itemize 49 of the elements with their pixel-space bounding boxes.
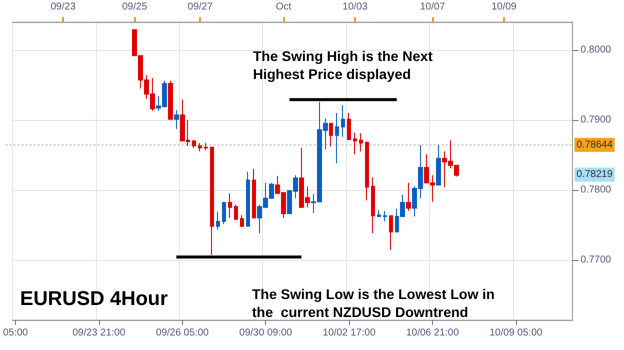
annotation: The Swing High is the Next Highest Price displayed [253,48,434,82]
candlestick [174,110,179,130]
candlestick [234,204,238,220]
candlestick [240,214,244,228]
candlestick [329,122,333,148]
candlestick [246,171,250,227]
x-tick-label: 09/30 09:00 [239,328,293,338]
candlestick [353,132,357,155]
y-tick-label: 0.7800 [580,184,612,196]
candlestick [198,142,202,152]
candlestick [204,142,208,151]
x-tick-label: 10/09 05:00 [489,328,543,338]
annotation: EURUSD 4Hour [20,288,168,310]
x-tick-label: 10/06 21:00 [406,328,460,338]
x-tick-label: 05:00 [2,328,28,338]
annotation: 0.78219 [576,169,614,180]
text: 09/27 [188,2,214,12]
candlestick [341,104,345,138]
candlestick [335,112,339,164]
candlestick [377,210,381,218]
candlestick [228,192,232,218]
y-tick-label: 0.7900 [580,114,612,126]
candlestick [192,140,196,148]
ref-line-label: 0.78644 [576,139,614,150]
candlestick [168,80,173,120]
candlestick [383,210,387,222]
x-tick-label: 09/23 21:00 [72,328,126,338]
y-tick-label: 0.8000 [580,44,612,56]
candlestick [359,132,363,152]
text: 09/25 [122,2,148,12]
candlestick [216,211,220,230]
candlestick [347,112,351,141]
candlestick [436,144,441,186]
candlestick [389,215,393,251]
annotation: The Swing Low is the Lowest Low in the current NZDUSD Downtrend [252,286,495,320]
text: 10/09 [491,2,517,12]
candlestick [371,176,375,234]
candlestick [210,146,214,256]
candlestick [365,141,369,201]
text: Oct [276,2,292,12]
candlestick [406,182,411,212]
x-tick-label: 09/26 05:00 [156,328,210,338]
candlestick [222,201,226,225]
text: 10/03 [342,2,368,12]
candlestick [252,168,256,218]
y-tick-label: 0.7700 [580,254,612,266]
text: 09/23 [50,2,76,12]
x-tick-label: 10/02 17:00 [322,328,376,338]
text: 10/07 [420,2,446,12]
